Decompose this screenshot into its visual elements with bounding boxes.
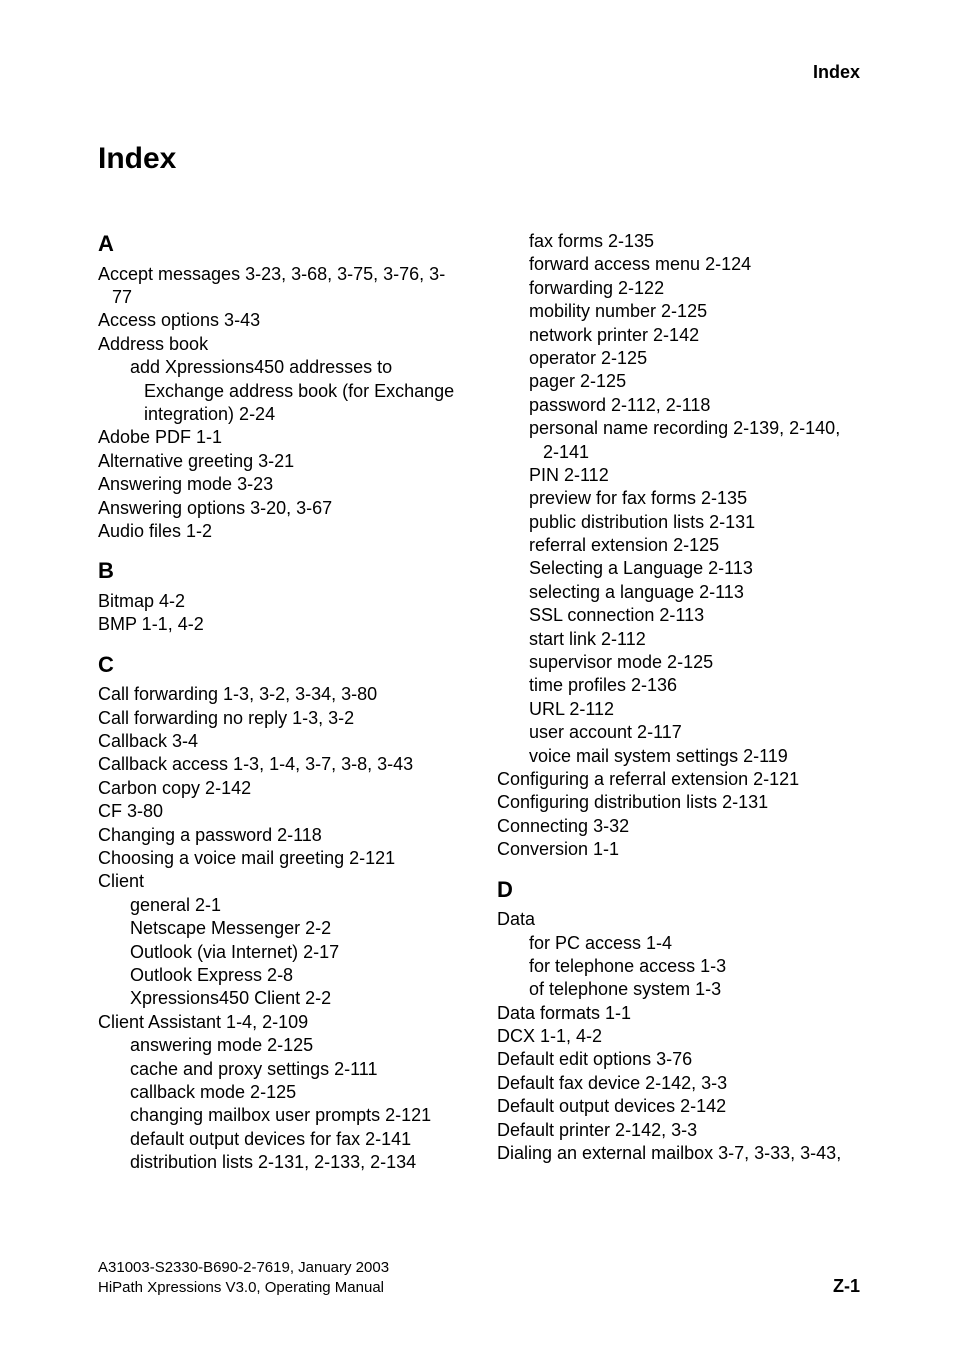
- index-subentry: preview for fax forms 2-135: [497, 487, 860, 510]
- index-subentry: start link 2-112: [497, 628, 860, 651]
- index-entry: Client Assistant 1-4, 2-109: [98, 1011, 461, 1034]
- index-subentry: personal name recording 2-139, 2-140, 2-…: [497, 417, 860, 464]
- index-subentry: SSL connection 2-113: [497, 604, 860, 627]
- index-entry: Choosing a voice mail greeting 2-121: [98, 847, 461, 870]
- index-subentry: time profiles 2-136: [497, 674, 860, 697]
- index-subentry: PIN 2-112: [497, 464, 860, 487]
- index-entry: Callback 3-4: [98, 730, 461, 753]
- index-entry: Adobe PDF 1-1: [98, 426, 461, 449]
- index-subentry: general 2-1: [98, 894, 461, 917]
- index-entry: Default fax device 2-142, 3-3: [497, 1072, 860, 1095]
- index-entry: Accept messages 3-23, 3-68, 3-75, 3-76, …: [98, 263, 461, 310]
- index-subentry: network printer 2-142: [497, 324, 860, 347]
- index-entry: Access options 3-43: [98, 309, 461, 332]
- running-header: Index: [813, 62, 860, 83]
- index-subentry: cache and proxy settings 2-111: [98, 1058, 461, 1081]
- index-subentry: selecting a language 2-113: [497, 581, 860, 604]
- footer-line-1: A31003-S2330-B690-2-7619, January 2003: [98, 1258, 389, 1278]
- index-entry: Call forwarding no reply 1-3, 3-2: [98, 707, 461, 730]
- index-entry: Data formats 1-1: [497, 1002, 860, 1025]
- index-entry: Callback access 1-3, 1-4, 3-7, 3-8, 3-43: [98, 753, 461, 776]
- index-subentry: Selecting a Language 2-113: [497, 557, 860, 580]
- index-subentry: mobility number 2-125: [497, 300, 860, 323]
- index-entry: Changing a password 2-118: [98, 824, 461, 847]
- index-subentry: Outlook (via Internet) 2-17: [98, 941, 461, 964]
- index-entry: Answering mode 3-23: [98, 473, 461, 496]
- index-subentry: Netscape Messenger 2-2: [98, 917, 461, 940]
- index-letter: C: [98, 651, 461, 680]
- index-letter: D: [497, 876, 860, 905]
- index-subentry: callback mode 2-125: [98, 1081, 461, 1104]
- index-entry: Configuring a referral extension 2-121: [497, 768, 860, 791]
- index-subentry: referral extension 2-125: [497, 534, 860, 557]
- index-letter: A: [98, 230, 461, 259]
- index-entry: CF 3-80: [98, 800, 461, 823]
- index-entry: Alternative greeting 3-21: [98, 450, 461, 473]
- index-subentry: of telephone system 1-3: [497, 978, 860, 1001]
- index-entry: Call forwarding 1-3, 3-2, 3-34, 3-80: [98, 683, 461, 706]
- index-entry: Dialing an external mailbox 3-7, 3-33, 3…: [497, 1142, 860, 1165]
- index-subentry: for telephone access 1-3: [497, 955, 860, 978]
- index-subentry: Outlook Express 2-8: [98, 964, 461, 987]
- index-entry: DCX 1-1, 4-2: [497, 1025, 860, 1048]
- footer-line-2: HiPath Xpressions V3.0, Operating Manual: [98, 1278, 389, 1298]
- page: Index Index A Accept messages 3-23, 3-68,…: [0, 0, 954, 1352]
- index-entry: Audio files 1-2: [98, 520, 461, 543]
- index-entry: Configuring distribution lists 2-131: [497, 791, 860, 814]
- index-subentry: default output devices for fax 2-141: [98, 1128, 461, 1151]
- index-entry: Default output devices 2-142: [497, 1095, 860, 1118]
- index-subentry: for PC access 1-4: [497, 932, 860, 955]
- index-entry: Address book: [98, 333, 461, 356]
- index-subentry: operator 2-125: [497, 347, 860, 370]
- footer: A31003-S2330-B690-2-7619, January 2003 H…: [98, 1258, 860, 1299]
- index-subentry: user account 2-117: [497, 721, 860, 744]
- page-title: Index: [98, 142, 860, 176]
- index-subentry: add Xpressions450 addresses to Exchange …: [98, 356, 461, 426]
- index-subentry: public distribution lists 2-131: [497, 511, 860, 534]
- index-entry: Bitmap 4-2: [98, 590, 461, 613]
- index-entry: Data: [497, 908, 860, 931]
- index-entry: Default printer 2-142, 3-3: [497, 1119, 860, 1142]
- index-subentry: distribution lists 2-131, 2-133, 2-134: [98, 1151, 461, 1174]
- index-entry: Answering options 3-20, 3-67: [98, 497, 461, 520]
- index-entry: Connecting 3-32: [497, 815, 860, 838]
- index-subentry: supervisor mode 2-125: [497, 651, 860, 674]
- index-entry: Conversion 1-1: [497, 838, 860, 861]
- index-body: A Accept messages 3-23, 3-68, 3-75, 3-76,…: [98, 230, 860, 1174]
- index-subentry: password 2-112, 2-118: [497, 394, 860, 417]
- index-subentry: changing mailbox user prompts 2-121: [98, 1104, 461, 1127]
- index-entry: Default edit options 3-76: [497, 1048, 860, 1071]
- index-subentry: answering mode 2-125: [98, 1034, 461, 1057]
- index-subentry: voice mail system settings 2-119: [497, 745, 860, 768]
- footer-page-number: Z-1: [833, 1274, 860, 1298]
- footer-left: A31003-S2330-B690-2-7619, January 2003 H…: [98, 1258, 389, 1299]
- index-letter: B: [98, 557, 461, 586]
- index-subentry: URL 2-112: [497, 698, 860, 721]
- index-entry: Carbon copy 2-142: [98, 777, 461, 800]
- index-subentry: Xpressions450 Client 2-2: [98, 987, 461, 1010]
- index-entry: Client: [98, 870, 461, 893]
- index-subentry: fax forms 2-135: [497, 230, 860, 253]
- index-subentry: forward access menu 2-124: [497, 253, 860, 276]
- index-entry: BMP 1-1, 4-2: [98, 613, 461, 636]
- index-subentry: forwarding 2-122: [497, 277, 860, 300]
- index-subentry: pager 2-125: [497, 370, 860, 393]
